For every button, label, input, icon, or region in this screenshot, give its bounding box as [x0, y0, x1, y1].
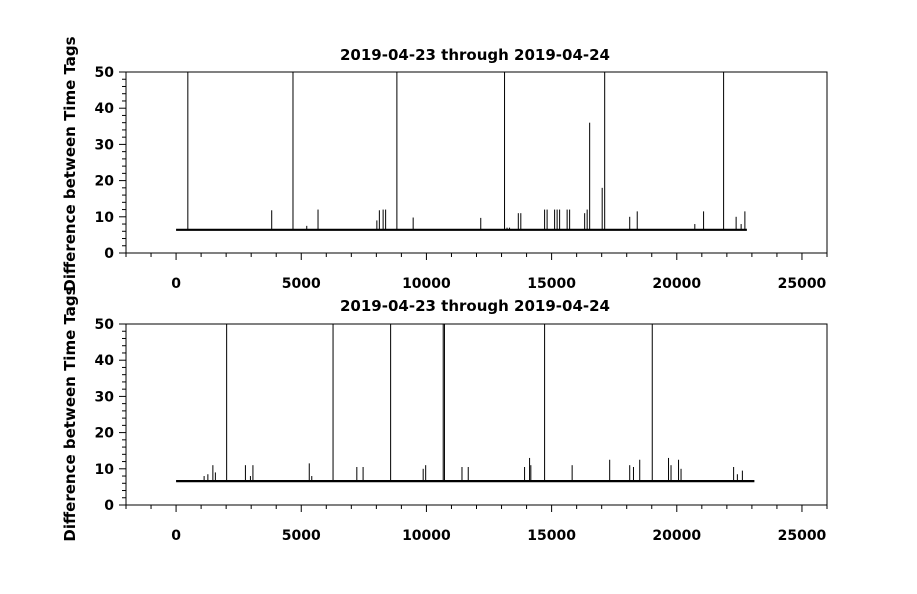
y-tick-label-2: 30 [95, 389, 115, 405]
y-tick-label-1: 0 [104, 246, 114, 262]
y-tick-label-2: 20 [95, 426, 115, 442]
subplot-2: 2019-04-23 through 2019-04-24 Difference… [61, 286, 828, 544]
x-tick-label-2: 15000 [527, 528, 576, 544]
axes-frame-1 [125, 71, 828, 254]
x-tick-label-1: 20000 [652, 276, 701, 292]
x-tick-label-1: 0 [171, 276, 181, 292]
x-tick-label-2: 0 [171, 528, 181, 544]
plot-area-2: 0 10 20 30 40 50 0 5000 10000 15000 20000 25000 [95, 317, 828, 544]
x-tick-label-1: 10000 [402, 276, 451, 292]
y-tick-label-1: 10 [95, 210, 115, 226]
y-tick-label-1: 20 [95, 174, 115, 190]
x-tick-label-2: 10000 [402, 528, 451, 544]
y-tick-label-2: 10 [95, 462, 115, 478]
x-tick-label-1: 25000 [778, 276, 827, 292]
subplot-1: 2019-04-23 through 2019-04-24 Difference… [61, 36, 828, 292]
x-tick-label-2: 5000 [282, 528, 321, 544]
y-tick-label-2: 50 [95, 317, 115, 333]
y-axis-label-1: Difference between Time Tags [61, 36, 79, 291]
y-tick-label-2: 40 [95, 353, 115, 369]
y-tick-label-1: 40 [95, 101, 115, 117]
y-tick-label-1: 30 [95, 137, 115, 153]
x-tick-label-1: 5000 [282, 276, 321, 292]
plot-area-1: 0 10 20 30 40 50 0 5000 10000 15000 20000 25000 [95, 65, 828, 292]
axes-frame-2 [125, 323, 828, 506]
y-axis-label-2: Difference between Time Tags [61, 286, 79, 541]
y-tick-label-1: 50 [95, 65, 115, 81]
x-tick-label-2: 25000 [778, 528, 827, 544]
x-tick-label-1: 15000 [527, 276, 576, 292]
plot-title-1: 2019-04-23 through 2019-04-24 [340, 46, 610, 64]
plot-title-2: 2019-04-23 through 2019-04-24 [340, 297, 610, 315]
y-tick-label-2: 0 [104, 498, 114, 514]
x-tick-label-2: 20000 [652, 528, 701, 544]
